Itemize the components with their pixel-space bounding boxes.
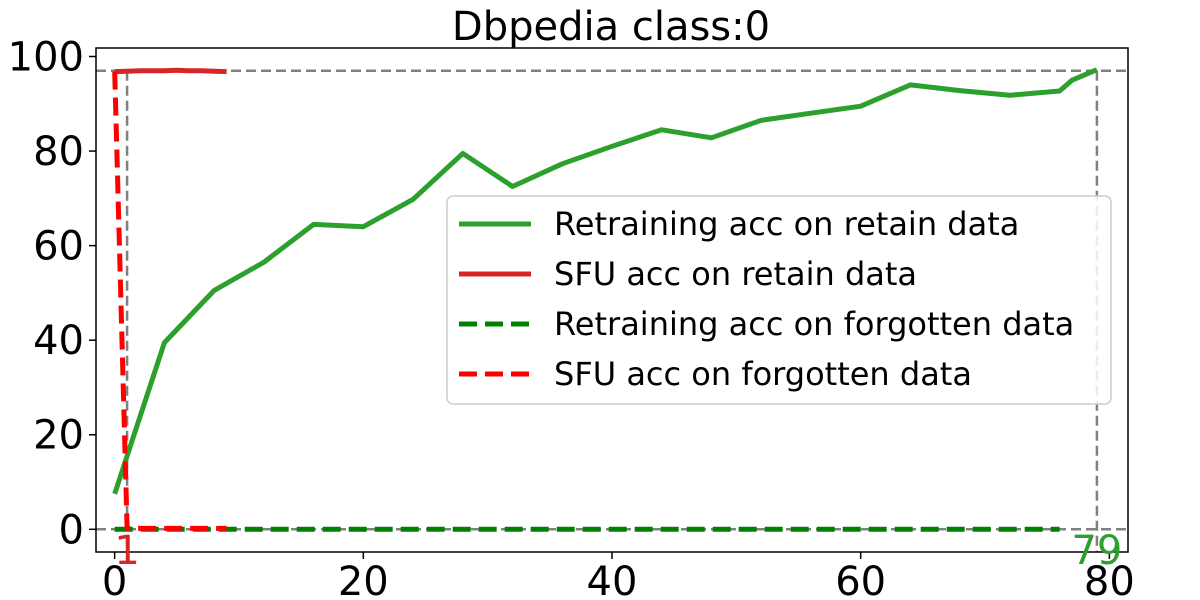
y-tick-label: 60 [33, 224, 84, 270]
x-tick-label: 0 [102, 559, 127, 600]
legend: Retraining acc on retain data SFU acc on … [446, 195, 1112, 405]
x-tick-label: 60 [835, 559, 886, 600]
series-line-0 [112, 67, 1098, 495]
y-tick-label: 80 [33, 129, 84, 175]
y-tick-label: 100 [8, 35, 84, 81]
y-tick-label: 0 [59, 507, 84, 553]
legend-label: Retraining acc on forgotten data [554, 305, 1074, 343]
y-tick-label: 20 [33, 413, 84, 459]
legend-label: SFU acc on forgotten data [554, 355, 972, 393]
legend-label: SFU acc on retain data [554, 255, 917, 293]
plot-area [96, 67, 1128, 552]
series-line-3 [112, 71, 227, 531]
annotation-label: 1 [114, 528, 139, 574]
x-tick-label: 20 [338, 559, 389, 600]
y-tick-label: 40 [33, 318, 84, 364]
annotation-label: 79 [1071, 528, 1122, 574]
x-tick-label: 40 [587, 559, 638, 600]
axes: 0 20 40 60 80 0 20 40 60 80 100 [8, 35, 1135, 600]
chart-title: Dbpedia class:0 [452, 4, 770, 50]
legend-box [446, 195, 1112, 405]
legend-label: Retraining acc on retain data [554, 205, 1019, 243]
x-tick-label: 80 [1084, 559, 1135, 600]
series-line-1 [114, 67, 227, 75]
annotations: 1 79 [114, 528, 1122, 574]
